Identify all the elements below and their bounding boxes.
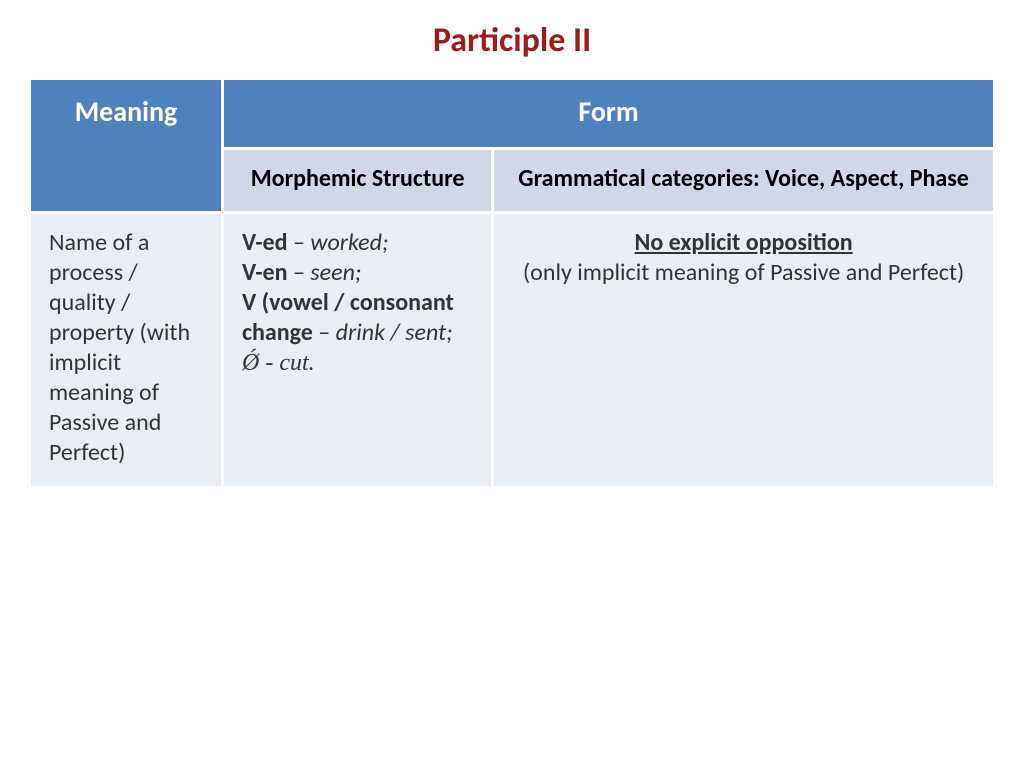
cell-morphemic: V-ed – worked; V-en – seen; V (vowel / c… [223, 213, 493, 488]
subheader-morphemic: Morphemic Structure [223, 149, 493, 213]
morph-worked: worked; [310, 228, 388, 257]
morph-ved: V-ed [242, 228, 288, 257]
morph-sep1: – [288, 228, 311, 257]
gram-line1: No explicit opposition [635, 228, 853, 257]
page-title: Participle II [28, 20, 996, 61]
morph-emptyset: Ǿ - [242, 350, 279, 376]
morph-cut: cut. [279, 350, 314, 376]
header-meaning: Meaning [30, 79, 223, 213]
morph-sep2: – [288, 258, 311, 287]
morph-ven: V-en [242, 258, 288, 287]
cell-grammatical: No explicit opposition (only implicit me… [493, 213, 995, 488]
participle-table: Meaning Form Morphemic Structure Grammat… [28, 77, 996, 489]
cell-meaning: Name of a process / quality / property (… [30, 213, 223, 488]
morph-sep3: – [313, 318, 336, 347]
morph-drink-sent: drink / sent; [336, 318, 453, 347]
subheader-grammatical: Grammatical categories: Voice, Aspect, P… [493, 149, 995, 213]
gram-line2: (only implicit meaning of Passive and Pe… [523, 258, 964, 287]
morph-seen: seen; [310, 258, 361, 287]
header-form: Form [223, 79, 995, 149]
